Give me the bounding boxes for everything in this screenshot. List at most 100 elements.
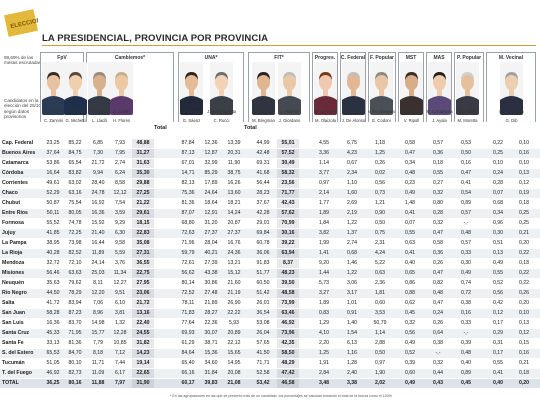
table-cell: 8,37 [277, 259, 299, 268]
table-cell: 44,50 [46, 290, 60, 296]
table-cell: 85,22 [68, 140, 82, 146]
table-cell: 3,36 [318, 150, 330, 156]
table-cell: 13,60 [227, 190, 241, 196]
table-cell: 25,03 [91, 270, 105, 276]
party-label: FpV [57, 55, 67, 61]
running-mate-name: C. Zannini [43, 118, 64, 123]
table-cell: 0,74 [460, 280, 472, 286]
table-cell: 28,04 [204, 240, 218, 246]
table-cell: 0,58 [404, 140, 416, 146]
table-cell: 38,75 [227, 170, 241, 176]
table-cell: 0,41 [404, 210, 416, 216]
table-cell: 6,85 [92, 140, 104, 146]
table-cell: 71,77 [277, 189, 299, 198]
table-cell: 53,08 [256, 320, 270, 326]
table-cell: 71,95 [68, 330, 82, 336]
candidate-name: A. Bodart [402, 109, 421, 114]
table-cell: 0,75 [374, 230, 386, 236]
table-cell: 63,16 [68, 190, 82, 196]
table-cell: 0,68 [346, 250, 358, 256]
table-cell: 0,26 [518, 290, 530, 296]
table-cell: 0,26 [432, 260, 444, 266]
party-label: Progres. [314, 55, 336, 61]
table-cell: 1,14 [374, 330, 386, 336]
table-cell: 71,83 [181, 310, 195, 316]
table-cell: 66,16 [181, 370, 195, 376]
table-cell: 35,08 [132, 239, 154, 248]
table-cell: 63,63 [68, 270, 82, 276]
table-cell: 78,29 [68, 290, 82, 296]
province-name: S. del Estero [2, 350, 34, 356]
table-cell: 14,98 [91, 320, 105, 326]
table-cell: 9,20 [318, 260, 330, 266]
table-cell: 73,98 [68, 240, 82, 246]
table-cell: 21,08 [227, 380, 241, 386]
table-cell: 60,78 [256, 240, 270, 246]
table-cell: 47,42 [277, 369, 299, 378]
candidate-name: R. Albarracín [499, 109, 524, 114]
table-cell: 31,20 [204, 220, 218, 226]
table-cell: 0,07 [404, 220, 416, 226]
table-cell: 0,18 [518, 200, 530, 206]
table-row: Cap. Federal 23,25 85,22 6,85 7,93 48,88 87,84… [0, 139, 540, 148]
party-group-box [178, 52, 244, 122]
table-cell: 81,36 [68, 340, 82, 346]
table-cell: 0,40 [404, 260, 416, 266]
table-cell: 60,17 [181, 380, 195, 386]
table-row: La Pampa 38,95 73,98 16,44 9,58 35,08 71,96 28,… [0, 239, 540, 248]
table-cell: 1,91 [318, 360, 330, 366]
table-cell: 0,47 [432, 270, 444, 276]
table-row: Salta 41,72 83,94 7,06 6,10 21,72 78,11 21,89 26… [0, 299, 540, 308]
table-cell: 3,27 [318, 290, 330, 296]
table-cell: 0,73 [374, 190, 386, 196]
table-cell: 0,10 [518, 310, 530, 316]
table-cell: 21,72 [132, 299, 154, 308]
candidate-name: N. Del Caño [252, 109, 275, 114]
table-cell: 0,16 [518, 350, 530, 356]
table-cell: 3,59 [114, 210, 126, 216]
province-name: Tucumán [2, 360, 25, 366]
table-cell: 65,53 [46, 350, 60, 356]
table-cell: 34,60 [204, 360, 218, 366]
table-cell: 0,52 [404, 350, 416, 356]
table-cell: 1,01 [346, 300, 358, 306]
table-row: Misiones 56,46 63,63 25,03 11,34 22,75 56,62 43… [0, 269, 540, 278]
table-cell: 22,75 [132, 269, 154, 278]
table-cell: 0,32 [432, 190, 444, 196]
table-cell: 1,77 [318, 200, 330, 206]
table-cell: 69,93 [181, 330, 195, 336]
table-cell: 82,13 [181, 180, 195, 186]
table-cell: 1,25 [318, 350, 330, 356]
table-cell: 0,88 [404, 290, 416, 296]
table-cell: 1,84 [318, 220, 330, 226]
header: ELECCIONES 2015 LA PRESIDENCIAL, PROVINC… [0, 0, 540, 47]
candidate-name: E. Carrió [113, 109, 130, 114]
table-cell: 0,17 [492, 350, 504, 356]
candidate-photo [88, 62, 111, 115]
table-cell: 0,34 [492, 210, 504, 216]
table-cell: 0,33 [460, 250, 472, 256]
table-cell: 7,95 [114, 150, 126, 156]
table-cell: 0,13 [492, 250, 504, 256]
table-cell: 0,38 [460, 300, 472, 306]
table-cell: 21,72 [91, 160, 105, 166]
running-mate-name: G. Sáenz [182, 118, 201, 123]
table-cell: 0,89 [460, 370, 472, 376]
province-name: San Luis [2, 320, 24, 326]
table-cell: 0,42 [492, 300, 504, 306]
table-cell: 56,46 [46, 270, 60, 276]
running-mate-name: M. Olaizola [315, 118, 336, 123]
candidate-name: J. M. de la Sota [207, 109, 237, 114]
table-cell: 0,80 [432, 200, 444, 206]
table-cell: 19,14 [132, 359, 154, 368]
table-cell: 36,06 [256, 250, 270, 256]
table-cell: 23,25 [46, 140, 60, 146]
province-name: Catamarca [2, 160, 29, 166]
table-cell: 36,55 [132, 259, 154, 268]
table-cell: 3,48 [318, 380, 330, 386]
party-label: MAS [433, 55, 445, 61]
table-cell: 16,92 [91, 200, 105, 206]
table-cell: 0,25 [492, 150, 504, 156]
table-cell: 72,25 [68, 230, 82, 236]
elecciones-logo-icon: ELECCIONES 2015 [4, 9, 38, 37]
